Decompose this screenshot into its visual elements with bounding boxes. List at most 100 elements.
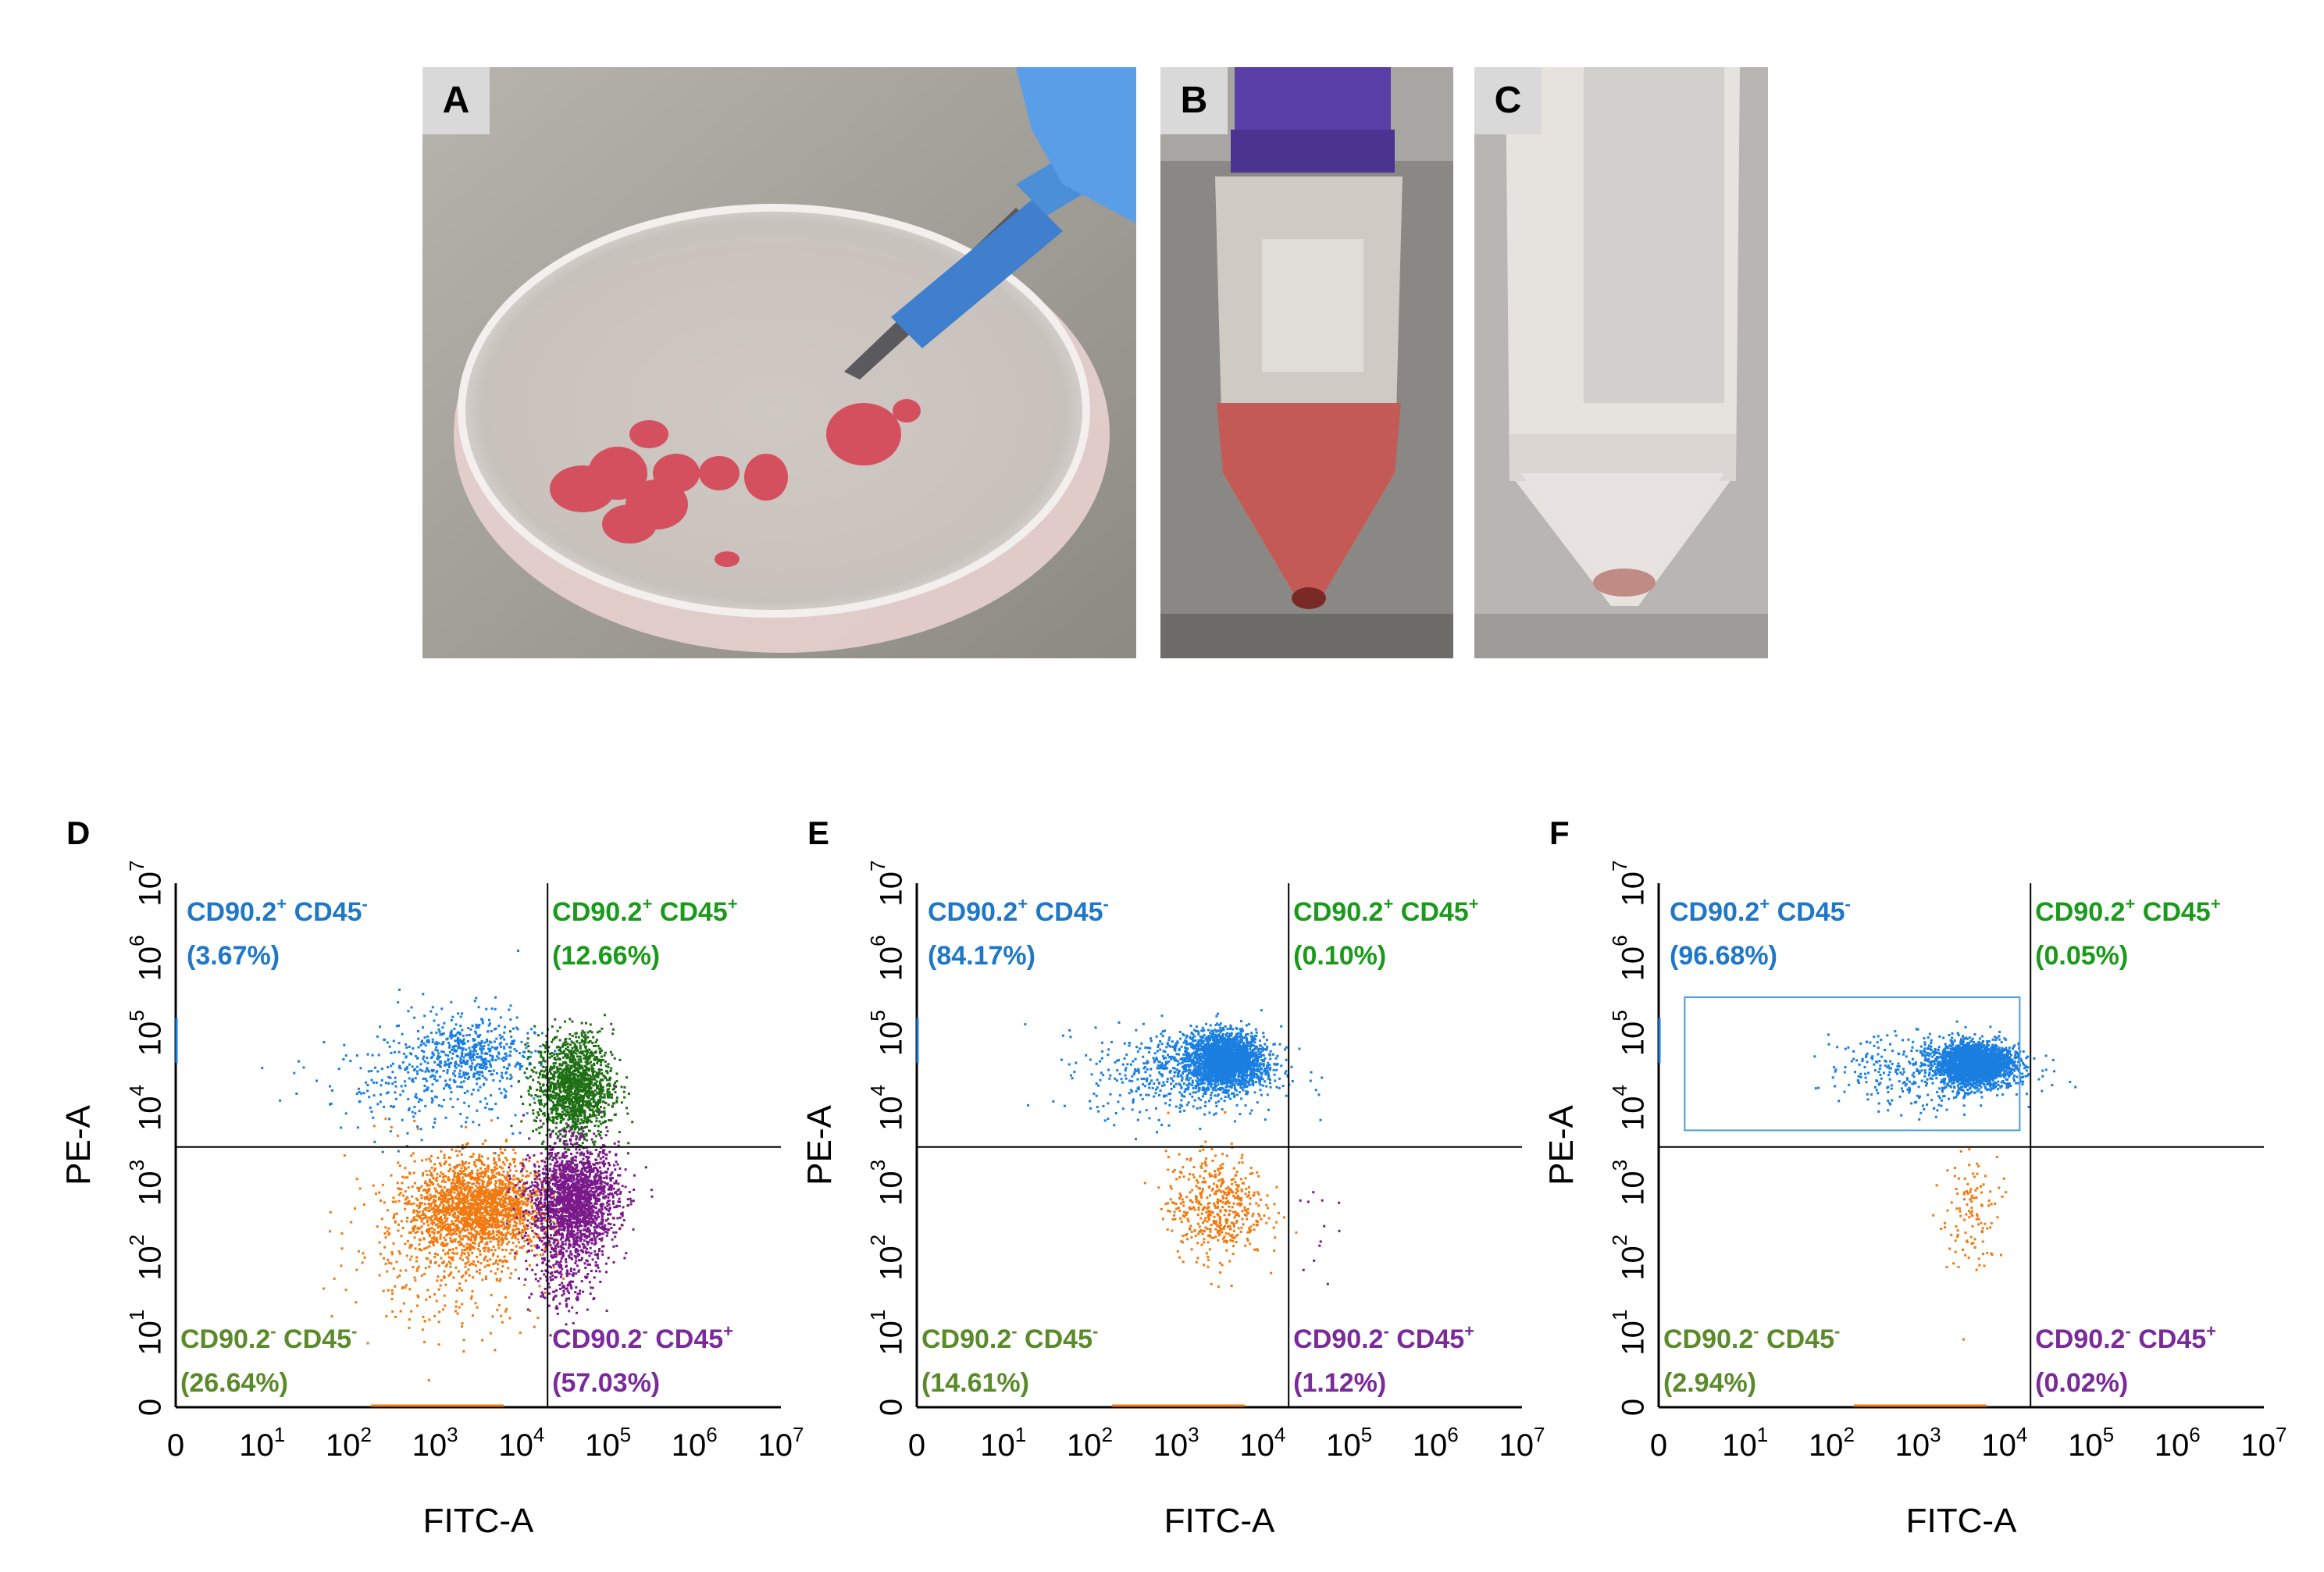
event-point xyxy=(601,1027,604,1030)
event-point xyxy=(563,1143,566,1146)
event-point xyxy=(550,1072,553,1075)
event-point xyxy=(536,1317,540,1320)
event-point xyxy=(540,1142,544,1145)
event-point xyxy=(600,1116,603,1118)
event-point xyxy=(504,1207,508,1210)
event-point xyxy=(480,1058,483,1061)
event-point xyxy=(608,1091,611,1094)
event-point xyxy=(569,1114,572,1116)
event-point xyxy=(446,1226,449,1229)
event-point xyxy=(461,1061,463,1064)
event-point xyxy=(607,1065,610,1068)
event-point xyxy=(414,1054,417,1057)
event-point xyxy=(465,1034,469,1037)
event-point xyxy=(520,1235,523,1238)
event-point xyxy=(520,1095,522,1098)
event-point xyxy=(523,1189,526,1192)
event-point xyxy=(503,1031,506,1034)
event-point xyxy=(462,1228,465,1232)
event-point xyxy=(615,1160,618,1164)
event-point xyxy=(484,1278,487,1280)
event-point xyxy=(501,1196,504,1199)
event-point xyxy=(523,1239,526,1242)
event-point xyxy=(508,1215,511,1218)
event-point xyxy=(461,1171,464,1174)
event-point xyxy=(522,1245,526,1248)
event-point xyxy=(585,1021,587,1025)
event-point xyxy=(538,1089,541,1093)
event-point xyxy=(519,1161,522,1164)
event-point xyxy=(583,1071,586,1075)
event-point xyxy=(499,1213,502,1216)
event-point xyxy=(470,1210,473,1213)
event-point xyxy=(561,1074,564,1077)
event-point xyxy=(477,1191,479,1193)
event-point xyxy=(582,1089,585,1093)
event-point xyxy=(558,1172,561,1175)
event-point xyxy=(556,1068,559,1071)
event-point xyxy=(585,1095,588,1098)
event-point xyxy=(549,1107,552,1110)
event-point xyxy=(504,1096,507,1098)
event-point xyxy=(426,1246,429,1249)
event-point xyxy=(426,1069,430,1072)
event-point xyxy=(475,1214,478,1217)
event-point xyxy=(483,1076,487,1079)
event-point xyxy=(465,1222,469,1225)
event-point xyxy=(592,1211,595,1214)
event-point xyxy=(482,1083,485,1086)
event-point xyxy=(440,1171,443,1175)
event-point xyxy=(579,1109,582,1112)
event-point xyxy=(462,1034,465,1037)
event-point xyxy=(522,1195,526,1198)
event-point xyxy=(565,1053,569,1056)
event-point xyxy=(509,1046,512,1049)
event-point xyxy=(444,1053,447,1057)
event-point xyxy=(487,1220,490,1223)
event-point xyxy=(395,1260,398,1264)
event-point xyxy=(497,1154,501,1157)
event-point xyxy=(580,1050,583,1053)
event-point xyxy=(561,1103,565,1107)
event-point xyxy=(528,1159,531,1162)
event-point xyxy=(550,1176,553,1179)
event-point xyxy=(479,1100,482,1103)
event-point xyxy=(445,1218,448,1221)
event-point xyxy=(458,1178,461,1181)
event-point xyxy=(445,1193,447,1196)
event-point xyxy=(369,1106,372,1109)
event-point xyxy=(433,1221,436,1224)
event-point xyxy=(447,1178,451,1182)
event-point xyxy=(566,1079,569,1082)
event-point xyxy=(489,1070,492,1072)
event-point xyxy=(494,1192,497,1196)
event-point xyxy=(501,1241,504,1244)
event-point xyxy=(569,1018,572,1021)
event-point xyxy=(577,1109,580,1112)
event-point xyxy=(594,1040,597,1043)
event-point xyxy=(566,1077,569,1080)
event-point xyxy=(469,1171,472,1175)
event-point xyxy=(545,1040,548,1043)
event-point xyxy=(553,1064,556,1068)
event-point xyxy=(498,1079,501,1082)
event-point xyxy=(527,1089,530,1093)
event-point xyxy=(598,1099,601,1102)
event-point xyxy=(598,1047,601,1050)
event-point xyxy=(511,1132,515,1135)
event-point xyxy=(390,1251,394,1253)
event-point xyxy=(531,1207,534,1209)
event-point xyxy=(505,1043,508,1046)
event-point xyxy=(549,1068,552,1071)
event-point xyxy=(472,1053,475,1056)
event-point xyxy=(414,1247,417,1250)
event-point xyxy=(469,1209,472,1212)
event-point xyxy=(483,1045,486,1048)
event-point xyxy=(513,1228,516,1232)
event-point xyxy=(535,1071,538,1075)
event-point xyxy=(505,1055,508,1058)
event-point xyxy=(579,1122,582,1125)
event-point xyxy=(498,1280,501,1282)
event-point xyxy=(462,1339,465,1342)
event-point xyxy=(549,1095,551,1098)
